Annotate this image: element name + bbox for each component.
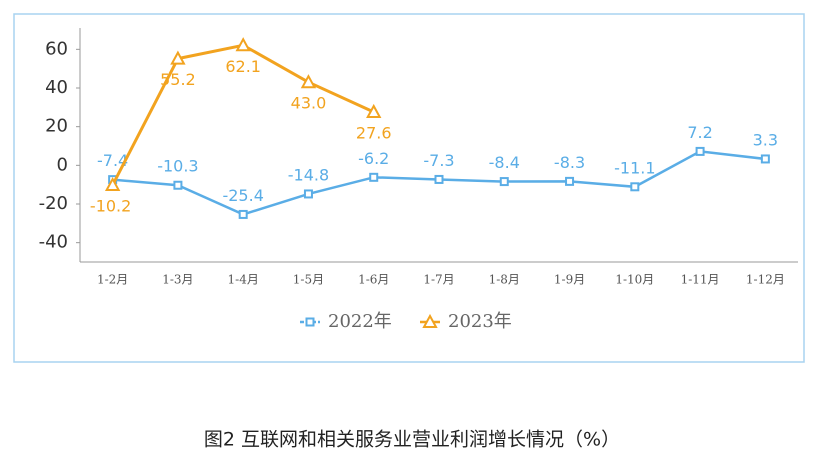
data-label: -10.2 [90,197,131,216]
data-label: -8.3 [554,153,585,172]
data-label: 3.3 [753,130,778,149]
legend-marker [305,317,315,327]
data-point [565,176,575,186]
legend-label: 2023年 [448,311,512,332]
y-tick-label: 60 [45,38,68,59]
data-label: -25.4 [222,186,263,205]
x-tick-label: 1-3月 [162,273,193,287]
data-label: -6.2 [358,149,389,168]
data-point [238,209,248,219]
data-label: 55.2 [160,70,196,89]
x-tick-label: 1-8月 [489,273,520,287]
data-point [695,146,705,156]
data-point [104,176,121,192]
data-label: -7.3 [423,151,454,170]
data-label: -7.4 [97,151,128,170]
x-tick-label: 1-11月 [681,273,720,287]
data-label: -11.1 [614,158,655,177]
data-point [173,180,183,190]
data-label: 62.1 [225,57,261,76]
data-point [235,37,251,52]
data-point [760,154,770,164]
data-point [630,182,640,192]
x-tick-label: 1-2月 [97,273,128,287]
data-point [369,172,379,182]
data-label: -10.3 [157,157,198,176]
y-tick-label: 20 [45,116,68,137]
x-tick-label: 1-5月 [293,273,324,287]
data-point [300,74,317,89]
data-point [303,189,313,199]
data-point [170,50,186,65]
legend-label: 2022年 [328,311,392,332]
data-label: -14.8 [288,165,329,184]
data-label: 43.0 [291,94,327,113]
data-label: -8.4 [489,153,520,172]
data-point [366,103,382,118]
chart-title: 图2 互联网和相关服务业营业利润增长情况（%） [204,429,620,451]
data-point [499,177,509,187]
chart-frame [13,13,805,363]
x-tick-label: 1-12月 [746,273,785,287]
x-tick-label: 1-7月 [423,273,454,287]
data-label: 27.6 [356,123,392,142]
y-tick-label: 0 [57,154,68,175]
y-tick-label: -40 [39,232,68,253]
legend-marker [422,313,438,328]
y-tick-label: -20 [39,193,68,214]
y-tick-label: 40 [45,77,68,98]
x-tick-label: 1-4月 [228,273,259,287]
x-tick-label: 1-10月 [615,273,654,287]
data-point [434,174,444,184]
data-label: 7.2 [687,123,712,142]
x-tick-label: 1-9月 [554,273,585,287]
x-tick-label: 1-6月 [358,273,389,287]
